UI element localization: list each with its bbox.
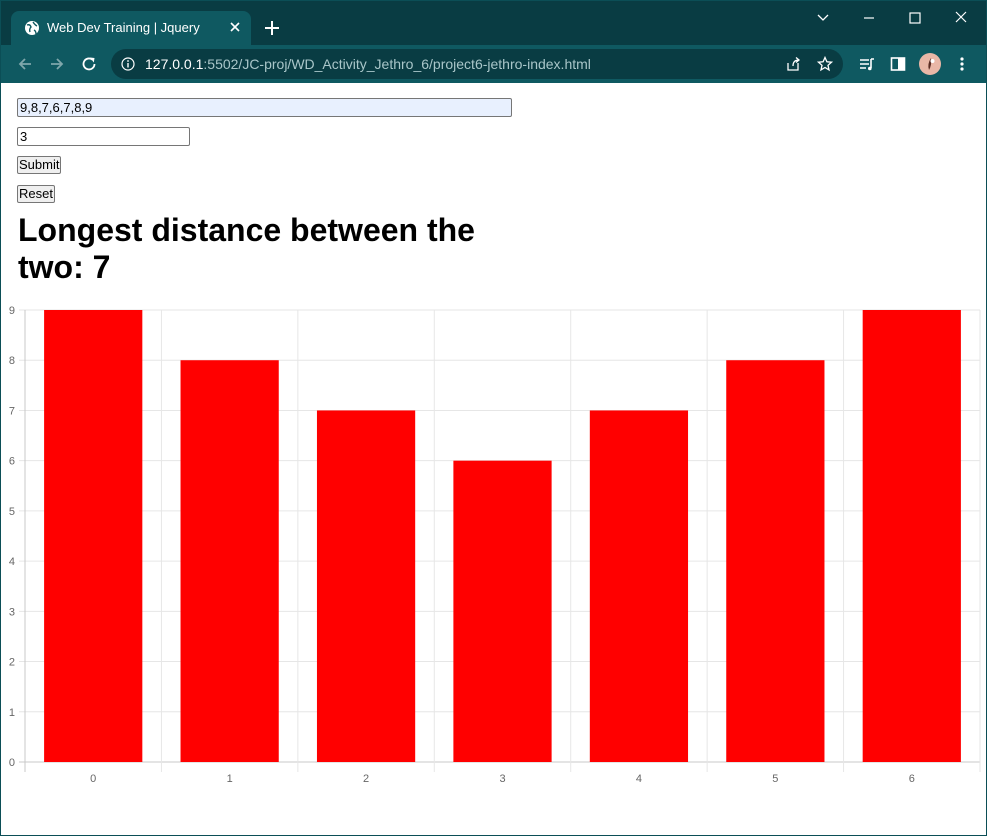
k-input[interactable] (17, 127, 190, 146)
x-tick-label: 0 (90, 773, 96, 785)
star-icon[interactable] (817, 56, 833, 72)
bar (453, 460, 552, 762)
submit-button[interactable]: Submit (17, 156, 62, 174)
browser-titlebar: Web Dev Training | Jquery (1, 1, 986, 45)
bar (44, 310, 143, 762)
address-bar[interactable]: 127.0.0.1:5502/JC-proj/WD_Activity_Jethr… (111, 49, 843, 79)
reset-button[interactable]: Reset (17, 185, 55, 203)
profile-avatar-image (928, 58, 935, 70)
maximize-icon[interactable] (904, 9, 926, 27)
y-tick-label: 7 (9, 405, 15, 417)
tab-title: Web Dev Training | Jquery (47, 20, 200, 35)
reload-icon[interactable] (80, 55, 98, 73)
x-tick-label: 4 (636, 773, 642, 785)
url-path: :5502/JC-proj/WD_Activity_Jethro_6/proje… (203, 56, 591, 72)
profile-avatar[interactable] (919, 53, 941, 75)
bar (726, 360, 825, 762)
globe-icon (25, 21, 39, 35)
x-tick-label: 2 (363, 773, 369, 785)
browser-toolbar: 127.0.0.1:5502/JC-proj/WD_Activity_Jethr… (1, 45, 986, 83)
url-host: 127.0.0.1 (145, 56, 204, 72)
bar (180, 360, 279, 762)
y-tick-label: 9 (9, 305, 15, 317)
forward-icon[interactable] (48, 55, 66, 73)
share-icon[interactable] (785, 56, 801, 72)
back-icon[interactable] (16, 55, 34, 73)
bar (316, 410, 416, 762)
y-tick-label: 6 (9, 456, 15, 468)
close-window-icon[interactable] (950, 9, 972, 27)
bar (862, 310, 961, 762)
y-tick-label: 4 (9, 556, 15, 568)
chevron-down-icon[interactable] (812, 9, 834, 27)
info-icon[interactable] (121, 57, 135, 71)
y-tick-label: 2 (9, 657, 15, 669)
reading-list-icon[interactable] (858, 55, 876, 73)
new-tab-icon[interactable] (263, 19, 281, 37)
y-tick-label: 0 (9, 757, 15, 769)
y-tick-label: 8 (9, 355, 15, 367)
y-tick-label: 1 (9, 707, 15, 719)
menu-icon[interactable] (953, 55, 971, 73)
array-input[interactable] (17, 98, 512, 117)
x-tick-label: 5 (772, 773, 778, 785)
bar-chart: 0 1 2 3 4 5 6 7 8 9 0 1 2 3 4 5 6 (9, 305, 981, 785)
result-heading: Longest distance between the two: 7 (18, 212, 475, 285)
x-tick-label: 6 (909, 773, 915, 785)
bar (589, 410, 689, 762)
url-text[interactable]: 127.0.0.1:5502/JC-proj/WD_Activity_Jethr… (145, 56, 591, 72)
browser-tab[interactable]: Web Dev Training | Jquery (11, 11, 251, 45)
side-panel-icon[interactable] (889, 55, 907, 73)
y-tick-label: 5 (9, 506, 15, 518)
x-tick-label: 3 (499, 773, 505, 785)
y-tick-label: 3 (9, 606, 15, 618)
close-icon[interactable] (228, 20, 242, 34)
minimize-icon[interactable] (858, 9, 880, 27)
x-tick-label: 1 (227, 773, 233, 785)
